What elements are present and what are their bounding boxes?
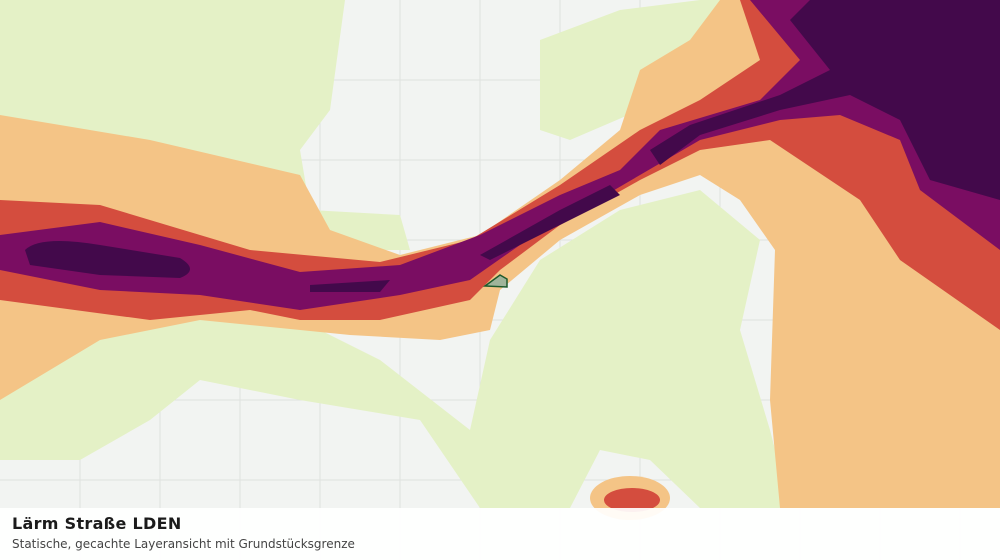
parcel-boundary xyxy=(482,274,508,288)
noise-spot-high xyxy=(604,488,660,512)
noise-zone-extreme xyxy=(25,0,1000,292)
map-subtitle: Statische, gecachte Layeransicht mit Gru… xyxy=(12,537,355,551)
noise-zone-high xyxy=(0,0,1000,330)
caption-bar: Lärm Straße LDEN Statische, gecachte Lay… xyxy=(0,508,1000,560)
map-title: Lärm Straße LDEN xyxy=(12,514,182,533)
